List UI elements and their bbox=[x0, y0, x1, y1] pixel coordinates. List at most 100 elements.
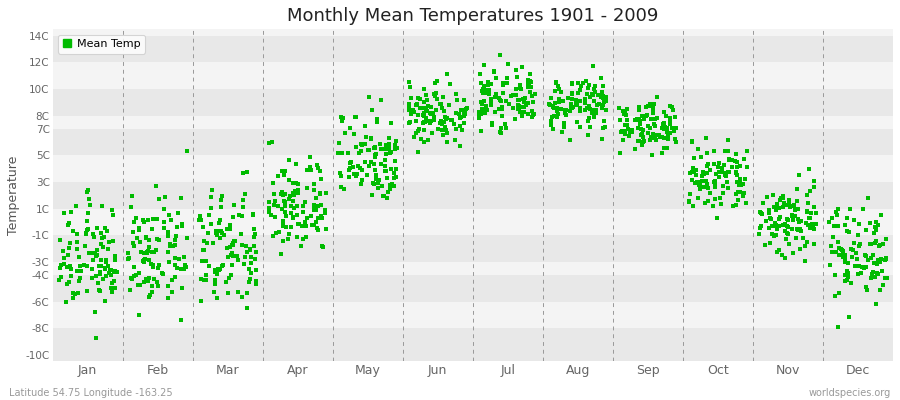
Point bbox=[552, 96, 566, 102]
Point bbox=[558, 110, 572, 116]
Point bbox=[878, 254, 893, 261]
Point bbox=[547, 113, 562, 120]
Point bbox=[163, 243, 177, 249]
Point bbox=[707, 184, 722, 191]
Point bbox=[364, 136, 378, 142]
Point bbox=[222, 244, 237, 250]
Point bbox=[193, 213, 207, 220]
Point bbox=[722, 169, 736, 175]
Point bbox=[243, 270, 257, 276]
Point bbox=[428, 107, 443, 114]
Point bbox=[803, 188, 817, 194]
Point bbox=[709, 171, 724, 177]
Point bbox=[868, 238, 883, 244]
Point bbox=[99, 259, 113, 266]
Point bbox=[310, 226, 325, 233]
Point bbox=[499, 98, 513, 104]
Point bbox=[142, 292, 157, 298]
Point bbox=[300, 215, 314, 221]
Point bbox=[648, 135, 662, 141]
Point bbox=[699, 163, 714, 169]
Point bbox=[234, 231, 248, 237]
Point bbox=[212, 220, 227, 226]
Point bbox=[776, 193, 790, 199]
Point bbox=[635, 139, 650, 145]
Point bbox=[659, 113, 673, 119]
Point bbox=[477, 98, 491, 105]
Point bbox=[859, 284, 873, 290]
Point bbox=[176, 222, 190, 229]
Point bbox=[626, 126, 640, 133]
Point bbox=[353, 164, 367, 171]
Point bbox=[145, 289, 159, 296]
Point bbox=[97, 266, 112, 272]
Point bbox=[155, 270, 169, 276]
Point bbox=[637, 115, 652, 122]
Point bbox=[287, 205, 302, 211]
Point bbox=[526, 112, 540, 119]
Point bbox=[484, 122, 499, 128]
Point bbox=[382, 142, 396, 148]
Point bbox=[213, 216, 228, 223]
Point bbox=[410, 112, 425, 118]
Point bbox=[249, 281, 264, 288]
Point bbox=[873, 242, 887, 248]
Point bbox=[300, 233, 314, 240]
Point bbox=[403, 83, 418, 90]
Point bbox=[93, 270, 107, 277]
Title: Monthly Mean Temperatures 1901 - 2009: Monthly Mean Temperatures 1901 - 2009 bbox=[287, 7, 659, 25]
Point bbox=[277, 172, 292, 178]
Point bbox=[374, 141, 388, 148]
Point bbox=[272, 229, 286, 236]
Point bbox=[307, 202, 321, 208]
Point bbox=[589, 83, 603, 90]
Point bbox=[728, 150, 742, 157]
Point bbox=[54, 262, 68, 268]
Point bbox=[828, 293, 842, 300]
Point bbox=[85, 275, 99, 282]
Point bbox=[785, 213, 799, 219]
Point bbox=[213, 228, 228, 234]
Point bbox=[379, 168, 393, 174]
Point bbox=[564, 95, 579, 102]
Point bbox=[803, 215, 817, 221]
Point bbox=[762, 225, 777, 232]
Point bbox=[80, 262, 94, 269]
Point bbox=[564, 101, 579, 108]
Point bbox=[856, 206, 870, 212]
Point bbox=[204, 221, 219, 228]
Point bbox=[801, 199, 815, 206]
Point bbox=[364, 135, 378, 142]
Point bbox=[869, 270, 884, 276]
Point bbox=[449, 110, 464, 116]
Point bbox=[650, 115, 664, 122]
Point bbox=[371, 185, 385, 192]
Point bbox=[425, 130, 439, 136]
Point bbox=[419, 118, 434, 124]
Point bbox=[427, 91, 441, 97]
Point bbox=[873, 286, 887, 293]
Point bbox=[62, 278, 77, 285]
Point bbox=[473, 110, 488, 117]
Point bbox=[418, 92, 433, 98]
Point bbox=[621, 126, 635, 132]
Point bbox=[581, 115, 596, 121]
Point bbox=[434, 118, 448, 124]
Point bbox=[208, 280, 222, 287]
Point bbox=[580, 132, 595, 138]
Point bbox=[235, 213, 249, 220]
Point bbox=[168, 273, 183, 280]
Point bbox=[868, 226, 883, 232]
Point bbox=[236, 197, 250, 204]
Point bbox=[410, 102, 424, 108]
Point bbox=[452, 111, 466, 117]
Point bbox=[476, 83, 491, 89]
Point bbox=[661, 145, 675, 151]
Point bbox=[646, 104, 661, 110]
Point bbox=[711, 174, 725, 180]
Point bbox=[316, 244, 330, 250]
Point bbox=[243, 246, 257, 252]
Point bbox=[832, 290, 846, 296]
Point bbox=[867, 230, 881, 236]
Point bbox=[793, 226, 807, 232]
